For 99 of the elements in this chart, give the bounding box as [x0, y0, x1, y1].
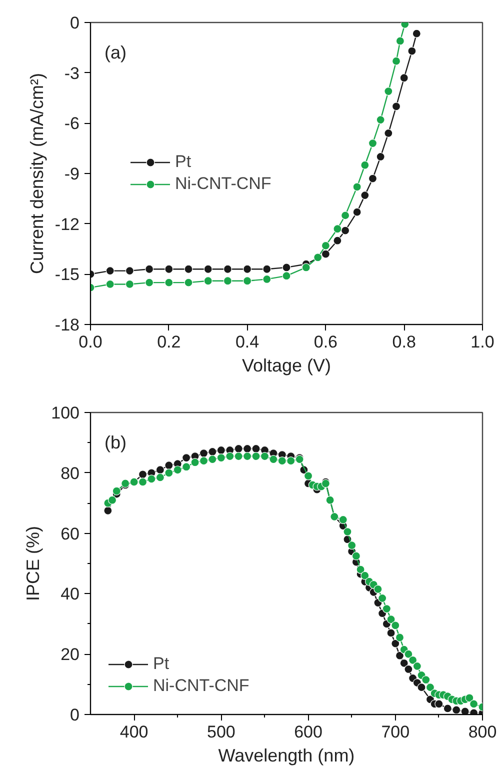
point [392, 56, 401, 66]
point [341, 211, 350, 220]
point [164, 264, 174, 274]
point [106, 280, 114, 289]
point [352, 208, 362, 216]
x-tick-label: 0.6 [314, 332, 338, 352]
point [400, 74, 408, 82]
x-tick-label: 500 [206, 722, 236, 742]
x-tick-label: 0.0 [78, 332, 102, 352]
legend-label: Ni-CNT-CNF [153, 676, 250, 696]
y-tick-label: 0 [70, 706, 80, 724]
x-tick-label: 800 [468, 722, 497, 742]
point [204, 276, 212, 286]
point [164, 278, 174, 287]
x-tick-label: 700 [381, 722, 410, 742]
point [368, 139, 378, 148]
y-tick-label: 0 [70, 14, 80, 32]
point [282, 272, 291, 280]
point [392, 102, 401, 111]
point [412, 29, 421, 38]
x-tick-label: 0.4 [235, 332, 260, 352]
y-tick-label: 100 [51, 404, 80, 422]
point [391, 639, 400, 648]
point [216, 446, 226, 455]
point [314, 253, 322, 262]
point [417, 683, 426, 692]
point [182, 454, 191, 462]
x-tick-label: 400 [120, 722, 148, 742]
point [333, 224, 342, 234]
point [145, 264, 154, 274]
point [368, 174, 378, 183]
point [400, 658, 408, 668]
point [341, 226, 350, 235]
point [262, 264, 272, 274]
point [360, 191, 370, 200]
point [333, 236, 342, 245]
point [164, 461, 174, 470]
point [199, 448, 208, 458]
y-tick-label: -12 [54, 214, 80, 234]
point [252, 444, 260, 454]
point [184, 278, 193, 287]
point [386, 628, 396, 638]
point [376, 116, 385, 124]
point [321, 241, 330, 250]
point [360, 160, 370, 170]
point [321, 250, 330, 258]
point [262, 274, 272, 284]
y-axis-title: IPCE (%) [23, 526, 44, 602]
point [234, 444, 243, 454]
y-tick-label: 20 [60, 645, 80, 664]
point [408, 46, 416, 56]
point [184, 264, 193, 274]
point [302, 263, 310, 272]
point [243, 264, 252, 274]
point [204, 264, 212, 274]
point [243, 276, 252, 286]
point [106, 266, 114, 276]
point [460, 707, 470, 714]
point [223, 276, 232, 286]
x-tick-label: 0.2 [157, 332, 181, 352]
annotation: (b) [104, 432, 126, 452]
legend-label: Pt [153, 654, 170, 674]
y-tick-label: 40 [60, 584, 80, 604]
point [125, 280, 134, 289]
y-tick-label: -9 [64, 164, 80, 184]
y-tick-label: -3 [64, 64, 80, 83]
point [138, 470, 148, 479]
legend-label: Pt [175, 152, 192, 172]
point [125, 266, 134, 276]
point [396, 36, 404, 46]
annotation: (a) [104, 42, 126, 62]
point [404, 664, 413, 674]
y-tick-label: -6 [64, 114, 80, 134]
point [443, 704, 452, 713]
point [104, 506, 112, 515]
y-axis-title: Current density (mA/cm²) [26, 72, 47, 274]
point [395, 651, 404, 660]
point [223, 264, 232, 274]
y-tick-label: 80 [60, 464, 80, 483]
point [452, 706, 461, 714]
point [352, 182, 362, 192]
point [156, 466, 164, 474]
point [384, 86, 393, 96]
point [243, 444, 252, 454]
point [434, 700, 444, 708]
x-axis-title: Wavelength (nm) [218, 746, 355, 766]
y-tick-label: -18 [54, 316, 80, 334]
point [145, 278, 154, 287]
y-tick-label: -15 [54, 265, 80, 284]
x-tick-label: 600 [294, 722, 322, 742]
x-tick-label: 1.0 [470, 332, 494, 352]
point [376, 152, 385, 162]
point [282, 263, 291, 272]
x-tick-label: 0.8 [392, 332, 416, 352]
y-tick-label: 60 [60, 524, 80, 544]
legend-label: Ni-CNT-CNF [175, 174, 272, 194]
point [208, 447, 217, 456]
point [384, 128, 393, 138]
x-axis-title: Voltage (V) [242, 356, 332, 376]
